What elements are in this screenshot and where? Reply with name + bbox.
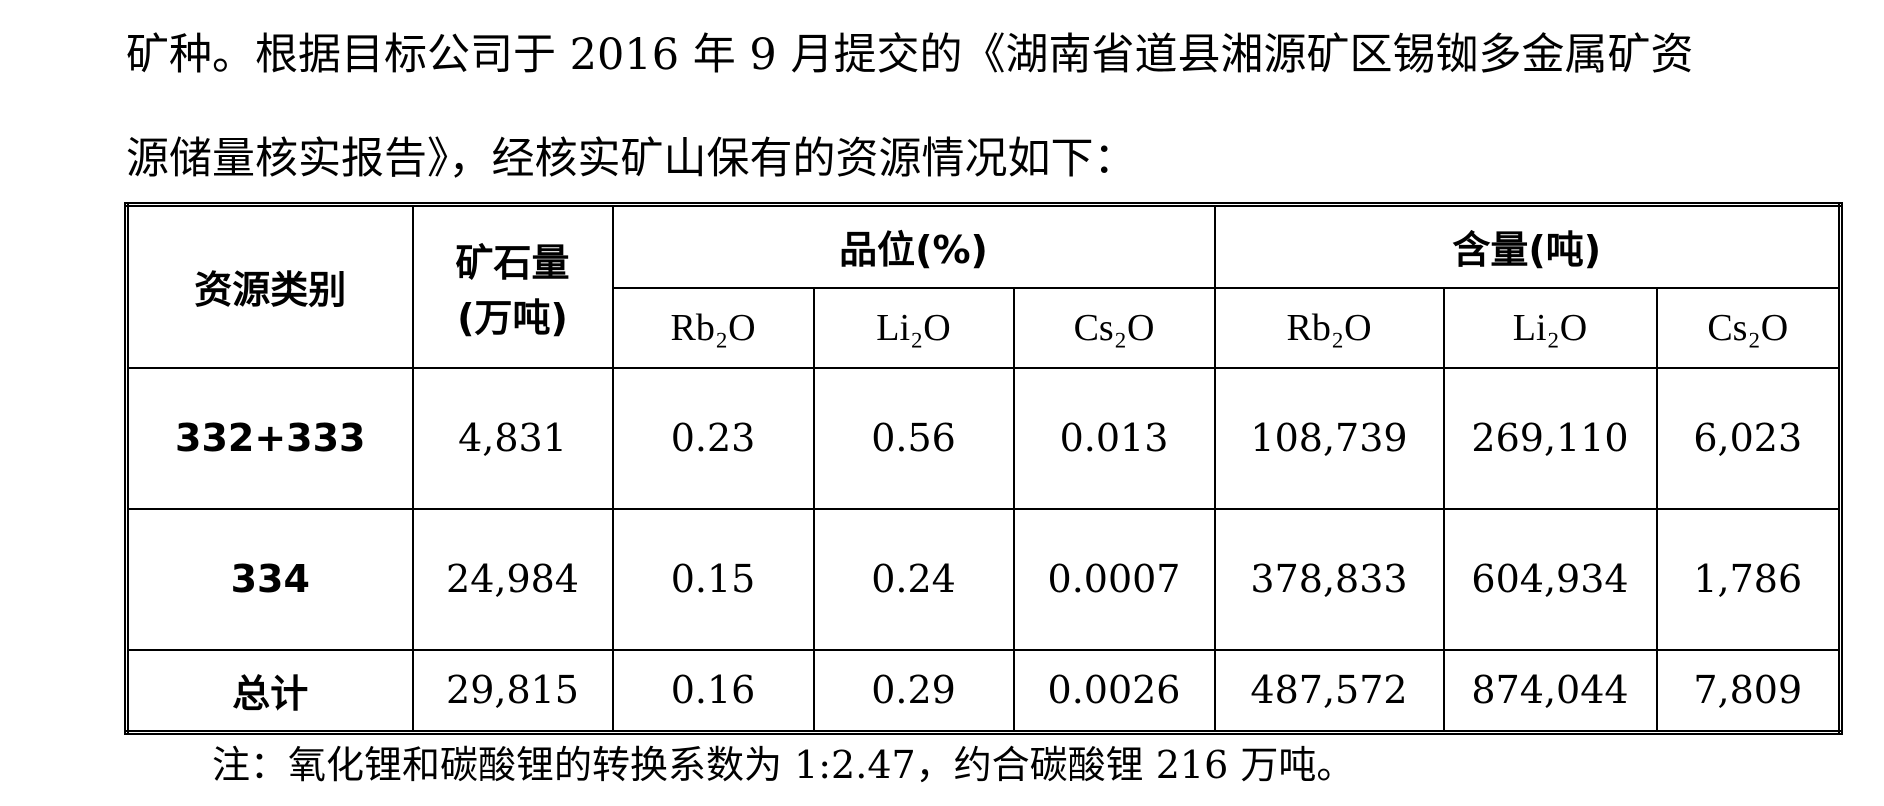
data-cell: 24,984 bbox=[411, 507, 614, 651]
subheader-cell: Rb₂O bbox=[1213, 286, 1445, 369]
subheader-cell: Cs₂O bbox=[1655, 286, 1842, 369]
row-label: 334 bbox=[125, 507, 414, 651]
header-cell: 含量(吨) bbox=[1213, 203, 1842, 289]
row-label: 332+333 bbox=[125, 366, 414, 510]
data-cell: 0.29 bbox=[812, 648, 1015, 734]
subheader-cell: Li₂O bbox=[1442, 286, 1658, 369]
header-cell: 资源类别 bbox=[125, 203, 414, 369]
paragraph-line: 源储量核实报告》，经核实矿山保有的资源情况如下： bbox=[126, 134, 1137, 184]
header-cell: 品位(%) bbox=[611, 203, 1216, 289]
data-cell: 0.23 bbox=[611, 366, 815, 510]
data-cell: 7,809 bbox=[1655, 648, 1842, 734]
data-cell: 0.0026 bbox=[1012, 648, 1216, 734]
data-cell: 0.24 bbox=[812, 507, 1015, 651]
row-label: 总计 bbox=[125, 648, 414, 734]
data-cell: 874,044 bbox=[1442, 648, 1658, 734]
data-cell: 6,023 bbox=[1655, 366, 1842, 510]
subheader-cell: Cs₂O bbox=[1012, 286, 1216, 369]
data-cell: 0.013 bbox=[1012, 366, 1216, 510]
data-cell: 1,786 bbox=[1655, 507, 1842, 651]
header-text: 矿石量 bbox=[455, 240, 570, 285]
header-text: (万吨) bbox=[457, 295, 568, 340]
note: 注：氧化锂和碳酸锂的转换系数为 1:2.47，约合碳酸锂 216 万吨。 bbox=[212, 743, 1355, 787]
data-cell: 0.15 bbox=[611, 507, 815, 651]
resource-table: 资源类别 矿石量 (万吨) 品位(%) 含量(吨) Rb₂O Li₂O Cs₂O Rb₂O Li₂… bbox=[124, 202, 1843, 735]
data-cell: 4,831 bbox=[411, 366, 614, 510]
data-cell: 108,739 bbox=[1213, 366, 1445, 510]
data-cell: 269,110 bbox=[1442, 366, 1658, 510]
data-cell: 0.56 bbox=[812, 366, 1015, 510]
paragraph-line: 矿种。根据目标公司于 2016 年 9 月提交的《湖南省道县湘源矿区锡铷多金属矿… bbox=[126, 30, 1694, 80]
data-cell: 0.0007 bbox=[1012, 507, 1216, 651]
data-cell: 378,833 bbox=[1213, 507, 1445, 651]
data-cell: 29,815 bbox=[411, 648, 614, 734]
subheader-cell: Rb₂O bbox=[611, 286, 815, 369]
subheader-cell: Li₂O bbox=[812, 286, 1015, 369]
data-cell: 604,934 bbox=[1442, 507, 1658, 651]
data-cell: 0.16 bbox=[611, 648, 815, 734]
header-cell: 矿石量 (万吨) bbox=[411, 203, 614, 369]
data-cell: 487,572 bbox=[1213, 648, 1445, 734]
